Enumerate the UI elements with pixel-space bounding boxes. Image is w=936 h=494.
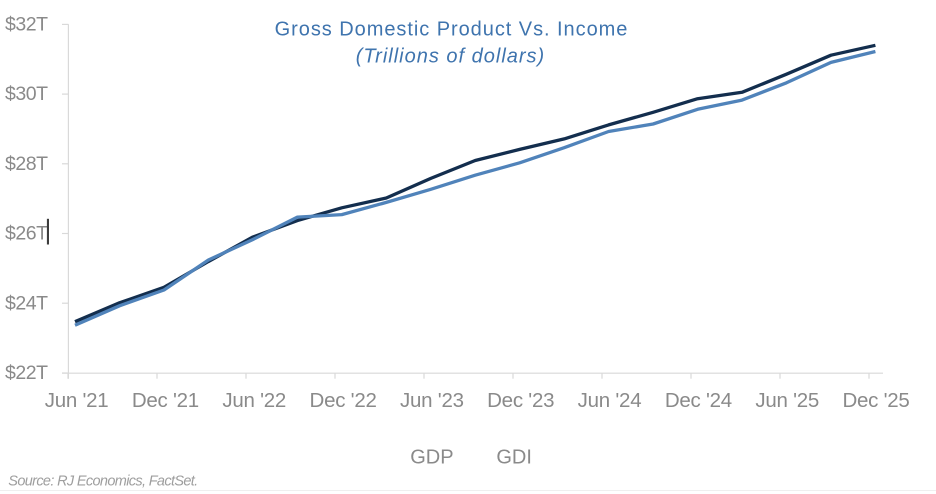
svg-text:$24T: $24T	[5, 292, 48, 314]
svg-text:Dec '22: Dec '22	[310, 389, 377, 412]
svg-text:GDI: GDI	[496, 447, 532, 469]
svg-text:$22T: $22T	[5, 362, 48, 384]
svg-text:Dec '21: Dec '21	[132, 389, 199, 412]
svg-text:Source: RJ Economics, FactSet.: Source: RJ Economics, FactSet.	[8, 473, 197, 489]
svg-text:$30T: $30T	[5, 83, 48, 105]
svg-text:GDP: GDP	[410, 447, 453, 469]
svg-text:Jun '22: Jun '22	[222, 389, 286, 412]
svg-text:Dec '24: Dec '24	[665, 389, 732, 412]
svg-text:Jun '21: Jun '21	[45, 389, 109, 412]
svg-text:$32T: $32T	[5, 14, 48, 36]
svg-text:Gross Domestic Product Vs. Inc: Gross Domestic Product Vs. Income	[275, 19, 629, 41]
svg-text:$28T: $28T	[5, 153, 48, 175]
svg-text:(Trillions of dollars): (Trillions of dollars)	[356, 46, 545, 68]
svg-text:Jun '24: Jun '24	[578, 389, 642, 412]
svg-text:Jun '23: Jun '23	[400, 389, 464, 412]
svg-text:Dec '23: Dec '23	[487, 389, 554, 412]
svg-text:Jun '25: Jun '25	[755, 389, 819, 412]
svg-text:Dec '25: Dec '25	[842, 389, 909, 412]
svg-text:$26T: $26T	[5, 223, 48, 245]
